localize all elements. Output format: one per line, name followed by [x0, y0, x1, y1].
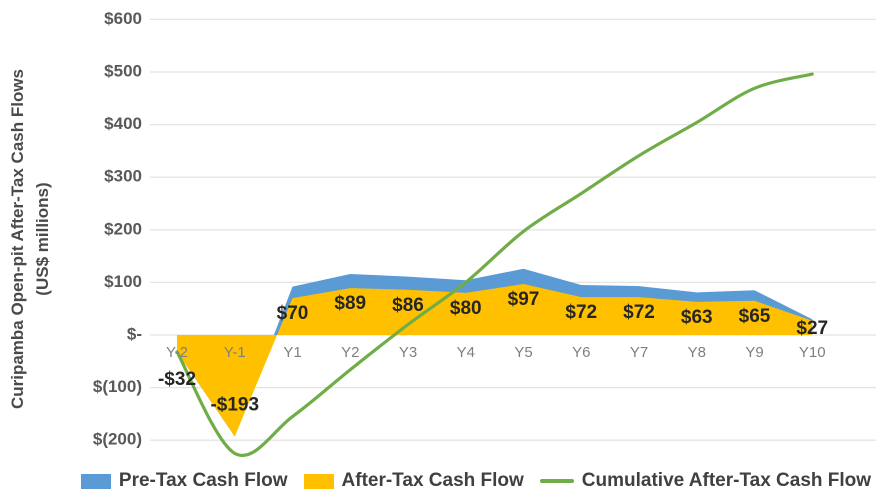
cumulative-after-tax-line — [175, 72, 814, 457]
data-label: $80 — [450, 298, 482, 319]
data-label: $89 — [334, 293, 366, 314]
x-tick-label: Y-2 — [166, 344, 188, 361]
legend-label-cumulative: Cumulative After-Tax Cash Flow — [581, 470, 872, 491]
y-tick-label: $600 — [104, 9, 142, 28]
data-label: $65 — [739, 306, 771, 327]
x-tick-label: Y10 — [799, 344, 826, 361]
data-label: $72 — [565, 302, 597, 323]
legend-item-cumulative: Cumulative After-Tax Cash Flow — [539, 470, 872, 492]
x-tick-label: Y3 — [399, 344, 417, 361]
legend-label-aftertax: After-Tax Cash Flow — [341, 470, 524, 491]
x-tick-label: Y1 — [283, 344, 301, 361]
y-tick-label: $400 — [104, 114, 142, 133]
x-tick-label: Y4 — [457, 344, 475, 361]
y-tick-label: $(100) — [93, 377, 142, 396]
data-label: $70 — [277, 303, 309, 324]
legend: Pre-Tax Cash Flow After-Tax Cash Flow Cu… — [0, 463, 880, 499]
x-tick-label: Y5 — [514, 344, 532, 361]
data-label: $27 — [796, 318, 828, 339]
aftertax-area-swatch-icon — [303, 473, 334, 489]
legend-item-pretax: Pre-Tax Cash Flow — [80, 470, 288, 492]
data-label: $63 — [681, 307, 713, 328]
x-tick-label: Y9 — [745, 344, 763, 361]
y-tick-label: $300 — [104, 167, 142, 186]
cumulative-line-swatch-icon — [539, 479, 574, 483]
y-tick-label: $200 — [104, 219, 142, 238]
y-tick-label: $- — [127, 324, 142, 343]
y-axis-title: Curipamba Open-pit After-Tax Cash Flows … — [5, 9, 59, 469]
data-label: $72 — [623, 302, 655, 323]
data-label: -$193 — [210, 395, 259, 416]
legend-item-aftertax: After-Tax Cash Flow — [303, 470, 524, 492]
legend-label-pretax: Pre-Tax Cash Flow — [118, 470, 288, 491]
y-axis-title-line2: (US$ millions) — [33, 182, 52, 296]
y-tick-label: $500 — [104, 61, 142, 80]
x-tick-label: Y7 — [630, 344, 648, 361]
plot-area: $600 $500 $400 $300 $200 $100 $- $(100) $(200) Y-… — [93, 9, 876, 457]
y-tick-label: $100 — [104, 272, 142, 291]
data-label: $86 — [392, 295, 424, 316]
y-tick-label: $(200) — [93, 430, 142, 449]
after-tax-cash-flow-area — [177, 283, 813, 437]
x-tick-label: Y2 — [341, 344, 359, 361]
x-tick-label: Y6 — [572, 344, 590, 361]
pretax-area-swatch-icon — [80, 473, 111, 489]
data-label: $97 — [508, 289, 540, 310]
data-label: -$32 — [158, 369, 196, 390]
x-tick-label: Y8 — [688, 344, 706, 361]
y-axis-title-line1: Curipamba Open-pit After-Tax Cash Flows — [8, 68, 27, 410]
x-tick-label: Y-1 — [224, 344, 246, 361]
